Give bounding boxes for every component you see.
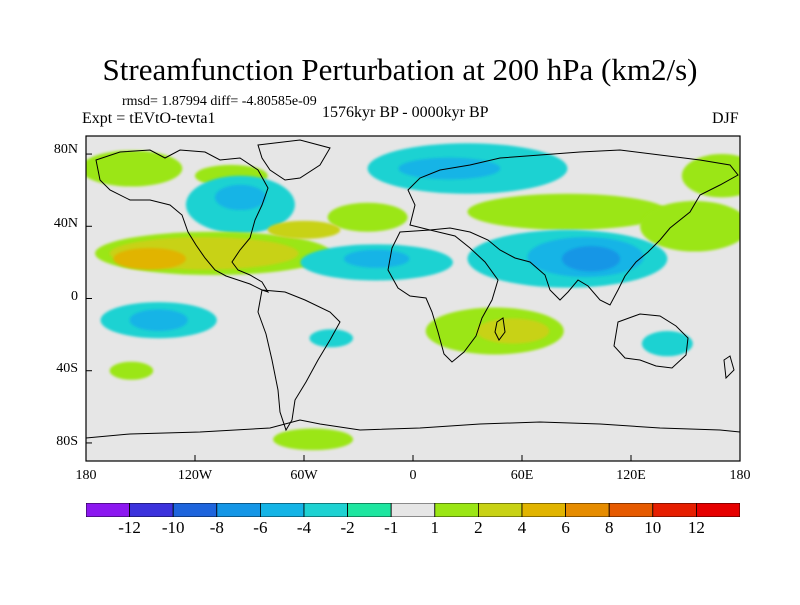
contour-region-7 <box>327 202 408 232</box>
colorbar-label-6: -1 <box>384 518 399 537</box>
contour-region-25 <box>273 428 354 451</box>
contour-region-10 <box>343 249 410 268</box>
colorbar-swatch-2 <box>172 503 218 517</box>
contour-region-15 <box>681 154 740 198</box>
lon-label-120e: 120E <box>616 468 646 483</box>
contour-region-20 <box>476 318 550 344</box>
contour-region-26 <box>641 331 693 357</box>
lat-label-80s: 80S <box>56 434 78 449</box>
colorbar-swatch-7 <box>390 503 436 517</box>
colorbar-label-2: -8 <box>209 518 224 537</box>
colorbar-swatch-12 <box>608 503 654 517</box>
coastline-eurasia <box>407 149 739 306</box>
colorbar-swatch-11 <box>565 503 610 517</box>
lon-label-180e: 180 <box>729 468 751 483</box>
coastline-madagascar <box>494 317 506 341</box>
contour-region-0 <box>86 150 183 187</box>
contour-region-22 <box>129 309 188 331</box>
colorbar <box>86 503 740 517</box>
colorbar-label-13: 12 <box>687 518 705 537</box>
colorbar-swatch-9 <box>477 503 523 517</box>
colorbar-label-1: -10 <box>161 518 185 537</box>
contour-region-18 <box>561 246 621 272</box>
colorbar-label-8: 2 <box>474 518 483 537</box>
colorbar-label-9: 4 <box>517 518 527 537</box>
colorbar-swatch-0 <box>86 503 130 517</box>
colorbar-swatch-8 <box>434 503 479 517</box>
statistics-text: rmsd= 1.87994 diff= -4.80585e-09 <box>122 94 317 109</box>
coastline-south-america <box>257 289 341 432</box>
coastline-australia <box>613 313 689 369</box>
contour-region-3 <box>214 184 266 211</box>
coastline-antarctica <box>86 419 740 439</box>
coastline-africa <box>387 229 499 363</box>
lon-label-120w: 120W <box>177 468 213 483</box>
contour-region-6 <box>113 247 186 270</box>
lat-label-40n: 40N <box>53 216 78 231</box>
contour-region-13 <box>467 193 668 230</box>
colorbar-label-3: -6 <box>253 518 268 537</box>
colorbar-swatch-5 <box>303 503 348 517</box>
coastline-new-zealand <box>723 355 735 380</box>
lat-label-40s: 40S <box>56 361 78 376</box>
period-label: 1576kyr BP - 0000kyr BP <box>322 104 489 121</box>
colorbar-label-12: 10 <box>644 518 662 537</box>
colorbar-label-7: 1 <box>430 518 440 537</box>
colorbar-label-11: 8 <box>604 518 614 537</box>
lon-label-180w: 180 <box>75 468 97 483</box>
colorbar-label-0: -12 <box>118 518 141 537</box>
lat-label-80n: 80N <box>53 142 78 157</box>
colorbar-swatch-10 <box>521 503 566 517</box>
colorbar-swatch-14 <box>696 503 740 517</box>
colorbar-label-5: -2 <box>340 518 355 537</box>
season-label: DJF <box>712 110 739 127</box>
contour-region-14 <box>640 201 740 252</box>
colorbar-label-4: -4 <box>296 518 312 537</box>
map-title: Streamfunction Perturbation at 200 hPa (… <box>102 52 698 87</box>
lat-label-0: 0 <box>71 289 78 304</box>
lon-label-60w: 60W <box>290 468 318 483</box>
colorbar-label-10: 6 <box>561 518 570 537</box>
lon-label-0: 0 <box>409 468 417 483</box>
colorbar-swatch-6 <box>347 503 392 517</box>
experiment-label: Expt = tEVtO-tevta1 <box>82 110 216 127</box>
lon-label-60e: 60E <box>510 468 534 483</box>
colorbar-swatch-3 <box>216 503 261 517</box>
colorbar-swatch-13 <box>652 503 697 517</box>
coastline-north-america <box>95 149 270 293</box>
colorbar-swatch-1 <box>129 503 174 517</box>
contour-region-8 <box>267 220 341 239</box>
colorbar-swatch-4 <box>259 503 305 517</box>
contour-region-23 <box>109 361 154 380</box>
coastline-greenland <box>257 139 331 181</box>
